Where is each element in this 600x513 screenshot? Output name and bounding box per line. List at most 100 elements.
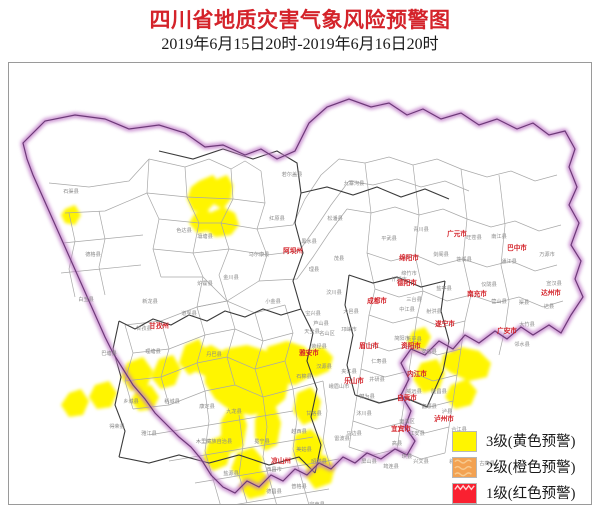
city-label-2: 凉山州	[271, 456, 291, 465]
county-label-89: 隆昌县	[431, 387, 447, 395]
county-label-12: 得荣县	[109, 422, 125, 430]
county-label-44: 三台县	[406, 295, 422, 303]
city-label-6: 广元市	[447, 229, 467, 238]
county-label-21: 九寨沟县	[344, 179, 365, 187]
county-label-7: 道孚县	[181, 309, 197, 317]
county-label-22: 红原县	[269, 214, 285, 222]
city-label-7: 巴中市	[507, 243, 527, 252]
county-label-55: 芦山县	[313, 319, 329, 327]
orange-texture-icon	[454, 459, 472, 477]
county-label-29: 青川县	[413, 225, 429, 233]
county-label-0: 石渠县	[63, 187, 79, 195]
city-label-4: 德阳市	[396, 278, 417, 287]
county-label-14: 康定县	[199, 402, 215, 410]
county-label-71: 普格县	[291, 482, 307, 490]
county-label-94: 峨眉山市	[329, 382, 350, 390]
county-label-32: 苍溪县	[456, 255, 472, 263]
warning-zone-mianning	[221, 407, 247, 453]
city-label-19: 雅安市	[298, 348, 319, 357]
county-label-46: 中江县	[399, 305, 415, 313]
legend-row-level2[interactable]: 2级(橙色预警)	[452, 456, 592, 480]
warning-zone-ningnan	[293, 429, 323, 467]
county-label-92: 井研县	[369, 375, 385, 383]
county-label-72: 德昌县	[266, 487, 282, 495]
county-label-30: 旺苍县	[466, 233, 482, 241]
county-label-28: 平武县	[381, 234, 397, 242]
county-label-37: 仪陇县	[481, 280, 497, 288]
county-label-51: 绵竹市	[401, 269, 417, 277]
warning-zone-jinchuan-b	[205, 207, 239, 237]
city-label-15: 乐山市	[344, 376, 364, 385]
county-label-27: 汶川县	[326, 288, 342, 296]
county-label-73: 宁南县	[309, 500, 325, 504]
warning-zone-yanyuan-c	[61, 389, 89, 417]
city-label-3: 绵阳市	[399, 253, 419, 262]
county-label-10: 乡城县	[123, 398, 139, 405]
legend-row-level3[interactable]: 3级(黄色预警)	[452, 430, 592, 454]
county-label-3: 新龙县	[142, 297, 158, 305]
county-label-85: 古蔺县	[479, 459, 495, 467]
warning-zone-yuexi	[249, 363, 279, 393]
county-label-40: 达县	[544, 302, 554, 310]
legend-label-level3: 3级(黄色预警)	[486, 434, 576, 450]
county-label-41: 大竹县	[519, 320, 535, 328]
county-label-91: 仁寿县	[371, 357, 387, 365]
city-label-10: 广安市	[497, 326, 517, 335]
county-label-4: 甘孜县	[136, 324, 152, 332]
county-label-8: 巴塘县	[101, 349, 117, 357]
county-label-52: 宝兴县	[305, 309, 321, 317]
county-label-56: 天全县	[304, 327, 320, 335]
county-label-80: 屏山县	[361, 457, 377, 465]
city-label-14: 内江市	[407, 369, 427, 378]
county-label-18: 马尔康县	[249, 250, 270, 258]
page-subtitle: 2019年6月15日20时-2019年6月16日20时	[161, 36, 439, 53]
city-label-1: 甘孜州	[149, 321, 169, 330]
county-label-70: 西昌市	[266, 465, 282, 473]
county-label-68: 木里藏族自治县	[196, 437, 232, 445]
warning-zone-maerkang-b	[187, 175, 221, 213]
county-label-1: 德格县	[85, 250, 101, 258]
legend-label-level1: 1级(红色预警)	[486, 486, 576, 502]
county-label-43: 盐亭县	[436, 284, 452, 292]
city-label-8: 达州市	[541, 288, 561, 297]
county-label-99: 南溪区	[399, 417, 415, 425]
county-label-90: 威远县	[406, 387, 422, 395]
red-texture-icon	[454, 484, 475, 491]
county-boundaries	[48, 156, 564, 504]
county-label-86: 合江县	[451, 425, 467, 433]
county-label-63: 越西县	[291, 427, 307, 435]
city-label-16: 自贡市	[397, 393, 417, 402]
county-label-9: 理塘县	[145, 347, 161, 355]
warning-zone-muli-b	[151, 355, 181, 389]
warning-zone-xide	[267, 341, 313, 385]
county-label-59: 汉源县	[316, 362, 332, 370]
county-label-42: 邻水县	[514, 340, 530, 348]
county-label-57: 名山区	[319, 329, 335, 337]
county-label-58: 荥经县	[311, 342, 327, 350]
city-label-17: 宜宾市	[391, 424, 411, 433]
county-label-98: 江安县	[409, 429, 425, 437]
city-label-5: 成都市	[367, 296, 387, 305]
province-border	[21, 97, 585, 495]
county-label-93: 夹江县	[341, 367, 357, 375]
warning-zone-muli-c	[121, 357, 153, 391]
county-label-36: 宣汉县	[546, 279, 562, 287]
county-label-50: 什邡市	[391, 275, 407, 283]
page-title: 四川省地质灾害气象风险预警图	[149, 8, 451, 32]
legend-row-level1[interactable]: 1级(红色预警)	[452, 482, 592, 506]
county-label-81: 筠连县	[383, 462, 399, 470]
county-label-61: 九龙县	[226, 407, 242, 415]
legend-label-level2: 2级(橙色预警)	[486, 460, 576, 476]
city-label-18: 泸州市	[434, 414, 454, 423]
map-background	[9, 63, 591, 504]
county-label-88: 富顺县	[421, 402, 437, 410]
warning-zone-puge	[293, 387, 321, 425]
warning-zone-rangtang	[61, 205, 81, 225]
map-legend: 3级(黄色预警) 2级(橙色预警) 1级(红色预警)	[452, 430, 592, 506]
county-label-11: 稻城县	[164, 397, 180, 405]
legend-swatch-yellow	[452, 431, 477, 452]
county-label-15: 丹巴县	[206, 351, 222, 358]
warning-zone-yanyuan-b	[89, 381, 117, 409]
